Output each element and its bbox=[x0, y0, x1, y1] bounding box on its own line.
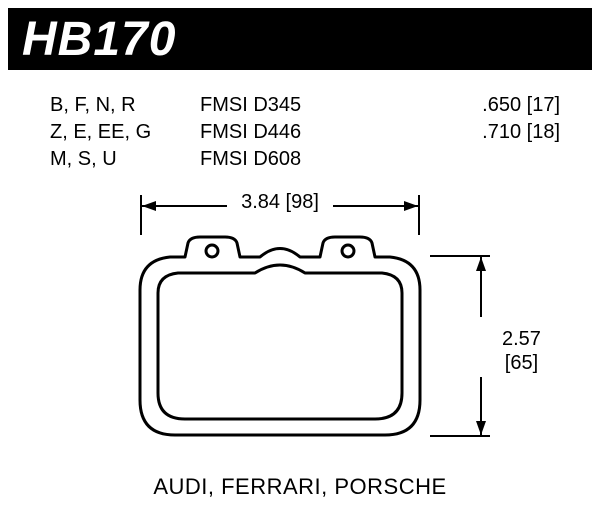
applications: AUDI, FERRARI, PORSCHE bbox=[0, 474, 600, 500]
codes-line-1: B, F, N, R bbox=[50, 92, 200, 119]
pad-outer-path bbox=[140, 237, 420, 435]
header-bar: HB170 bbox=[8, 8, 592, 70]
info-row: B, F, N, R Z, E, EE, G M, S, U FMSI D345… bbox=[50, 92, 560, 173]
height-dimension: 2.57 [65] bbox=[440, 255, 560, 440]
diagram-area: 3.84 [98] 2.57 [65] bbox=[0, 195, 600, 475]
width-dimension: 3.84 [98] bbox=[140, 195, 420, 229]
bolt-hole-right-icon bbox=[342, 245, 354, 257]
fmsi-line-2: FMSI D446 bbox=[200, 119, 370, 146]
codes-line-2: Z, E, EE, G bbox=[50, 119, 200, 146]
height-inches: 2.57 bbox=[502, 327, 541, 351]
height-label: 2.57 [65] bbox=[502, 327, 541, 375]
height-arrow-up-icon bbox=[476, 257, 486, 271]
thickness-line-2: .710 [18] bbox=[482, 119, 560, 146]
part-number: HB170 bbox=[22, 12, 176, 67]
width-arrow-left-icon bbox=[142, 201, 156, 211]
height-mm: [65] bbox=[502, 351, 541, 375]
thickness-specs: .650 [17] .710 [18] bbox=[482, 92, 560, 173]
height-arrow-down-icon bbox=[476, 421, 486, 435]
fmsi-codes: FMSI D345 FMSI D446 FMSI D608 bbox=[200, 92, 370, 173]
height-ext-bottom bbox=[430, 435, 490, 437]
pad-inner-path bbox=[158, 265, 402, 419]
compound-codes: B, F, N, R Z, E, EE, G M, S, U bbox=[50, 92, 200, 173]
thickness-line-1: .650 [17] bbox=[482, 92, 560, 119]
codes-line-3: M, S, U bbox=[50, 146, 200, 173]
fmsi-line-3: FMSI D608 bbox=[200, 146, 370, 173]
fmsi-line-1: FMSI D345 bbox=[200, 92, 370, 119]
width-label: 3.84 [98] bbox=[235, 191, 325, 214]
width-ext-right bbox=[418, 195, 420, 235]
width-arrow-right-icon bbox=[404, 201, 418, 211]
bolt-hole-left-icon bbox=[206, 245, 218, 257]
brake-pad-outline bbox=[130, 235, 430, 445]
